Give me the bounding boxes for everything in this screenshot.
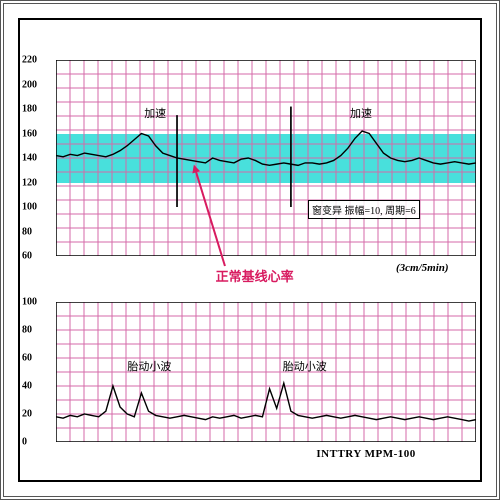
y-tick: 100 <box>22 202 52 213</box>
y-tick: 80 <box>22 325 52 336</box>
scale-note: (3cm/5min) <box>396 262 449 274</box>
y-tick: 220 <box>22 55 52 66</box>
toco-panel: 020406080100 胎动小波 胎动小波 <box>56 302 476 442</box>
chart-frame: 6080100120140160180200220 加速 加速 窗变异 振幅=1… <box>18 18 482 482</box>
y-tick: 160 <box>22 128 52 139</box>
y-tick: 200 <box>22 79 52 90</box>
wave-label-right: 胎动小波 <box>283 358 327 374</box>
y-tick: 120 <box>22 177 52 188</box>
y-tick: 100 <box>22 297 52 308</box>
y-tick: 20 <box>22 409 52 420</box>
accel-label-right: 加速 <box>350 105 372 121</box>
y-tick: 60 <box>22 353 52 364</box>
baseline-label: 正常基线心率 <box>216 266 294 285</box>
y-tick: 60 <box>22 251 52 262</box>
image-border: 6080100120140160180200220 加速 加速 窗变异 振幅=1… <box>0 0 500 500</box>
y-tick: 80 <box>22 226 52 237</box>
y-tick: 140 <box>22 153 52 164</box>
y-tick: 40 <box>22 381 52 392</box>
wave-label-left: 胎动小波 <box>127 358 171 374</box>
toco-trace <box>56 302 476 442</box>
y-tick: 0 <box>22 437 52 448</box>
accel-label-left: 加速 <box>144 105 166 121</box>
device-label: INTTRY MPM-100 <box>316 448 415 460</box>
fhr-trace <box>56 60 476 256</box>
y-tick: 180 <box>22 104 52 115</box>
fhr-panel: 6080100120140160180200220 加速 加速 窗变异 振幅=1… <box>56 60 476 256</box>
variability-status: 窗变异 振幅=10, 周期=6 <box>308 200 420 219</box>
